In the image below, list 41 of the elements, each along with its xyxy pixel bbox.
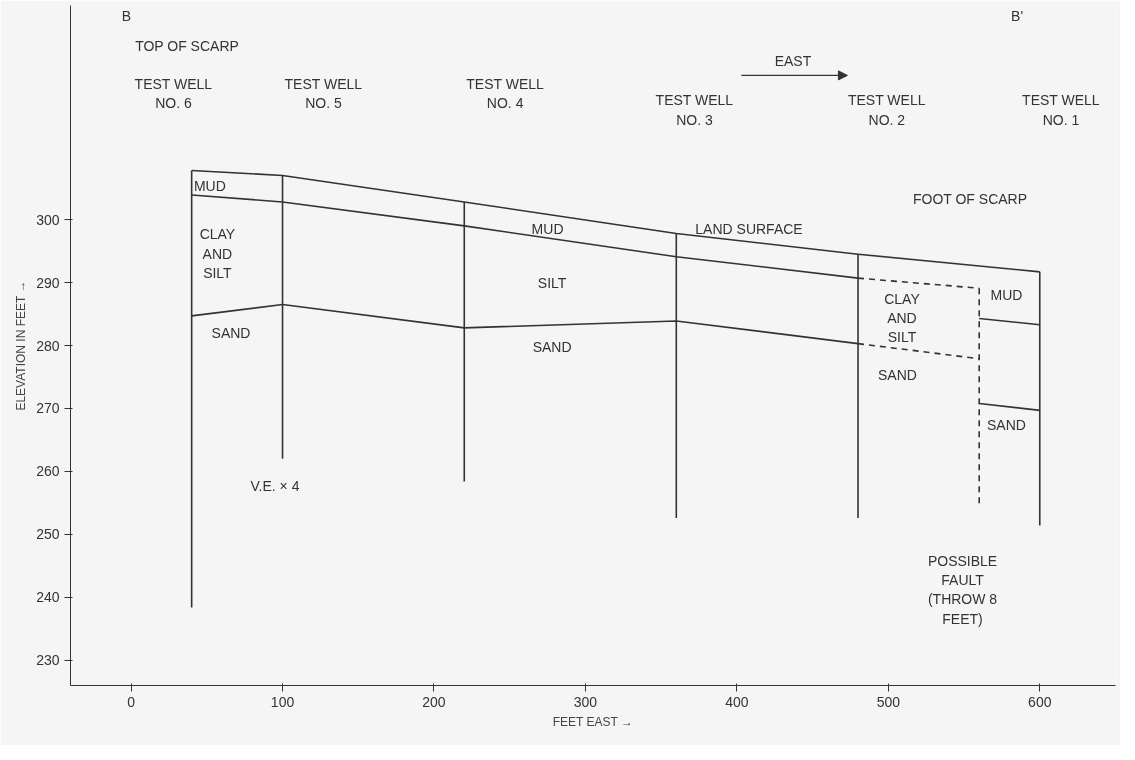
y-tick-label: 290 [36, 274, 60, 291]
annotation: POSSIBLE FAULT (THROW 8 FEET) [927, 553, 998, 627]
annotation: FOOT OF SCARP [912, 191, 1028, 208]
annotation: TEST WELL NO. 3 [655, 92, 734, 128]
annotation: TEST WELL NO. 6 [134, 76, 213, 112]
annotation: TEST WELL NO. 2 [847, 92, 926, 128]
annotation: TEST WELL NO. 1 [1022, 92, 1100, 128]
annotation: EAST [774, 52, 812, 69]
annotation: SAND [211, 324, 251, 341]
y-tick-label: 300 [36, 211, 60, 228]
annotation: B [121, 8, 132, 25]
x-tick-label: 400 [725, 693, 749, 710]
annotation: TEST WELL NO. 4 [466, 76, 545, 112]
annotation: SAND [532, 339, 572, 356]
annotation: SILT [537, 275, 567, 292]
x-tick-label: 0 [127, 693, 136, 710]
annotation: MUD [193, 178, 226, 195]
y-tick-label: 250 [36, 526, 60, 543]
x-axis-title: FEET EAST → [552, 714, 633, 729]
x-tick-label: 600 [1028, 693, 1052, 710]
y-tick-label: 230 [36, 652, 60, 669]
annotation: SAND [987, 416, 1026, 433]
annotation: TOP OF SCARP [135, 37, 239, 54]
y-tick-label: 240 [36, 589, 60, 606]
y-axis-title: ELEVATION IN FEET → [14, 280, 29, 411]
x-tick-label: 100 [270, 693, 295, 710]
x-tick-label: 200 [422, 693, 446, 710]
x-tick-label: 500 [876, 693, 901, 710]
y-tick-label: 260 [36, 463, 60, 480]
x-tick-label: 300 [573, 693, 598, 710]
annotation: MUD [990, 287, 1023, 304]
annotation: CLAY AND SILT [884, 290, 921, 345]
annotation: MUD [531, 221, 564, 238]
y-tick-label: 270 [36, 400, 60, 417]
annotation: TEST WELL NO. 5 [284, 76, 363, 112]
annotation: V.E. × 4 [250, 477, 300, 494]
annotation: SAND [877, 367, 917, 384]
y-tick-label: 280 [36, 337, 60, 354]
annotation: LAND SURFACE [695, 221, 803, 238]
annotation: B' [1011, 8, 1024, 25]
annotation: CLAY AND SILT [199, 226, 236, 281]
